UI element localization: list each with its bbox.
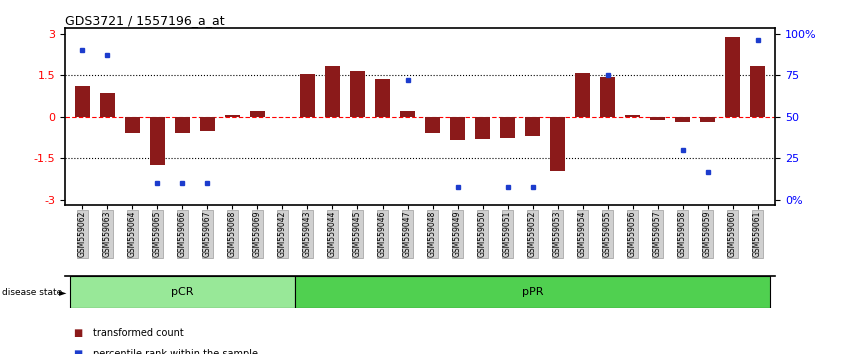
Bar [500,117,515,138]
Bar [425,117,440,133]
Bar [525,117,540,136]
Text: ■: ■ [74,328,83,338]
Bar [725,36,740,117]
Bar [200,117,215,131]
Bar [350,71,365,117]
Bar [175,117,190,133]
Text: GDS3721 / 1557196_a_at: GDS3721 / 1557196_a_at [65,14,224,27]
Text: ►: ► [59,287,67,297]
Bar [450,117,465,140]
Bar [75,86,90,117]
Bar [295,276,770,308]
Bar [70,276,295,308]
Bar [575,73,590,117]
Bar [600,77,615,117]
Bar [750,65,765,117]
Text: ■: ■ [74,349,83,354]
Bar [675,117,690,122]
Text: percentile rank within the sample: percentile rank within the sample [93,349,258,354]
Bar [125,117,140,133]
Bar [650,117,665,120]
Bar [325,65,340,117]
Bar [150,117,165,165]
Bar [225,115,240,117]
Text: pPR: pPR [522,287,543,297]
Text: pCR: pCR [171,287,194,297]
Bar [375,80,390,117]
Bar [300,74,315,117]
Bar [100,93,115,117]
Bar [625,115,640,117]
Bar [400,111,415,117]
Text: disease state: disease state [2,287,62,297]
Text: transformed count: transformed count [93,328,184,338]
Bar [250,111,265,117]
Bar [700,117,715,122]
Bar [550,117,565,171]
Bar [475,117,490,139]
